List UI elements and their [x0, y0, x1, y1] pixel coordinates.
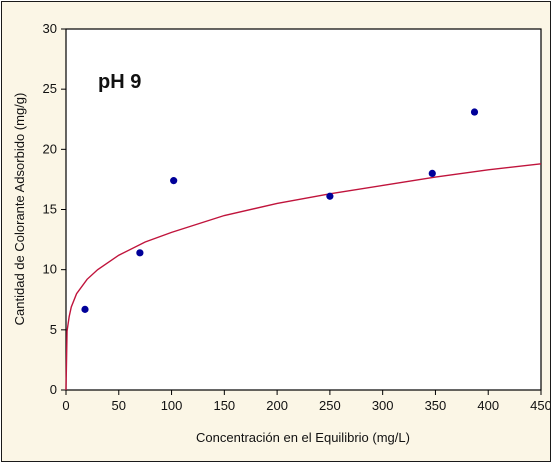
data-point-1: [136, 249, 144, 257]
x-tick-label-5: 250: [319, 398, 341, 413]
x-axis-title: Concentración en el Equilibrio (mg/L): [196, 430, 410, 445]
y-tick-label-6: 30: [43, 21, 57, 36]
x-tick-label-9: 450: [530, 398, 550, 413]
y-axis-title: Cantidad de Colorante Adsorbido (mg/g): [12, 93, 27, 326]
x-axis-ticks: 0 50 100 150 200 250 300 350 400 450: [62, 390, 550, 413]
y-tick-label-2: 10: [43, 262, 57, 277]
data-point-0: [81, 305, 89, 313]
fit-curve-layer: [65, 163, 542, 391]
x-tick-label-2: 100: [161, 398, 183, 413]
data-point-2: [170, 177, 178, 185]
x-tick-label-3: 150: [213, 398, 235, 413]
x-tick-label-4: 200: [266, 398, 288, 413]
data-point-5: [470, 108, 479, 116]
x-tick-label-1: 50: [112, 398, 126, 413]
data-points-layer: [81, 108, 479, 313]
data-point-3: [326, 192, 334, 200]
ph-annotation: pH 9: [98, 71, 141, 93]
x-tick-label-8: 400: [477, 398, 499, 413]
x-tick-label-7: 350: [425, 398, 447, 413]
y-axis-ticks: 0 5 10 15 20 25 30: [43, 21, 66, 397]
x-tick-label-6: 300: [372, 398, 394, 413]
y-tick-label-4: 20: [43, 141, 57, 156]
fit-curve: [65, 163, 542, 391]
data-point-4: [428, 169, 436, 177]
y-tick-label-0: 0: [50, 382, 57, 397]
y-tick-label-5: 25: [43, 81, 57, 96]
plot-area: [65, 28, 542, 391]
y-tick-label-3: 15: [43, 202, 57, 217]
y-tick-label-1: 5: [50, 322, 57, 337]
x-tick-label-0: 0: [62, 398, 69, 413]
